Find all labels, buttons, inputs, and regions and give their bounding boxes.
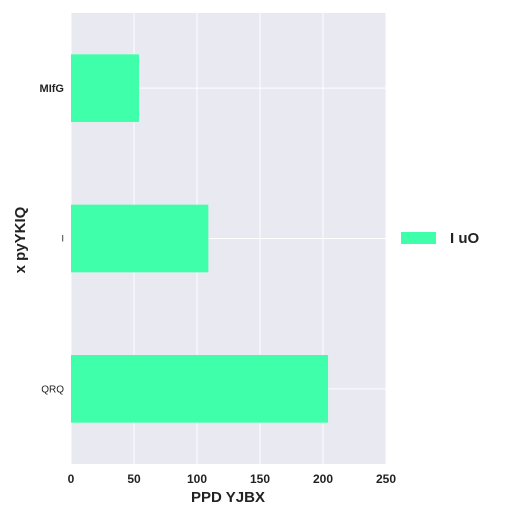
x-tick-label: 100: [187, 472, 207, 486]
y-category-labels: MIfG I QRQ: [40, 83, 65, 395]
x-tick-label: 150: [250, 472, 270, 486]
legend: I uO: [401, 230, 479, 247]
x-tick-label: 200: [313, 472, 333, 486]
y-category-label: MIfG: [40, 83, 64, 95]
x-axis-title: PPD YJBX: [191, 489, 265, 506]
x-tick-labels: 0 50 100 150 200 250: [68, 472, 397, 486]
bar-mifg: [71, 54, 140, 122]
bar-qrq: [71, 355, 329, 423]
bars: [71, 54, 329, 423]
x-tick-label: 250: [376, 472, 396, 486]
x-tick-label: 0: [68, 472, 75, 486]
bar-i: [71, 204, 209, 273]
legend-swatch: [401, 232, 436, 244]
y-axis-title: x pyYKIQ: [12, 206, 29, 273]
y-category-label: QRQ: [41, 384, 64, 395]
x-tick-label: 50: [127, 472, 141, 486]
legend-label: I uO: [450, 230, 479, 247]
y-category-label: I: [61, 234, 64, 244]
